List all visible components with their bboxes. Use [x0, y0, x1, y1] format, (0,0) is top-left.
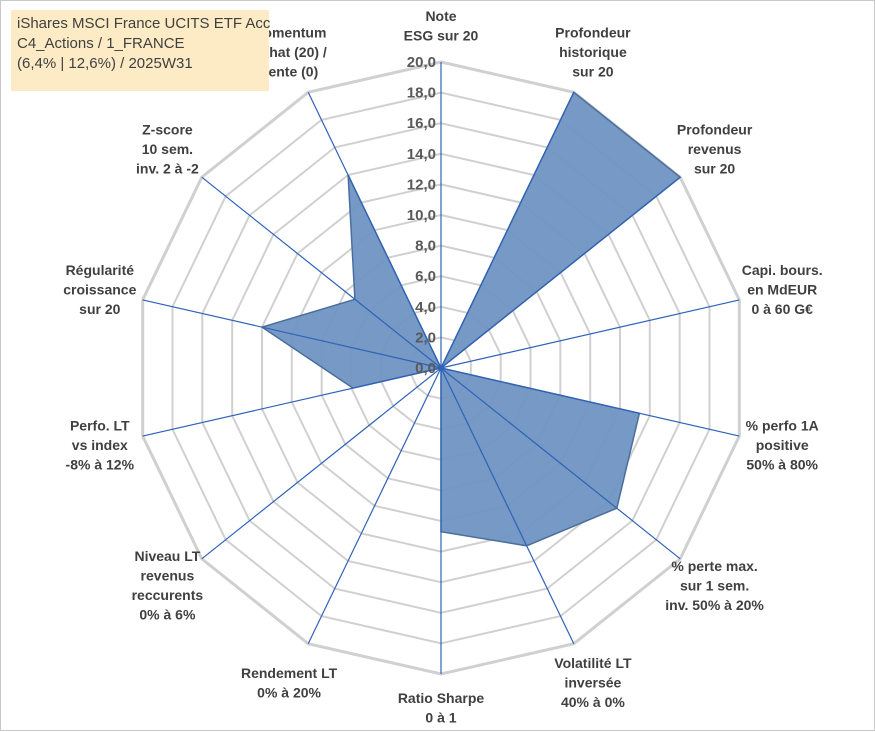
- axis-label-line: Note: [425, 8, 456, 24]
- chart-title-line-3: (6,4% | 12,6%) / 2025W31: [17, 55, 193, 72]
- axis-label-line: Ratio Sharpe: [398, 690, 485, 706]
- axis-label-4: % perfo 1A positive 50% à 80%: [746, 418, 819, 473]
- axis-spoke-2: [440, 176, 681, 369]
- axis-label-line: Vente (0): [260, 63, 318, 79]
- axis-label-12: Z-score 10 sem. inv. 2 à -2: [136, 122, 199, 177]
- axis-label-line: % perte max.: [671, 558, 757, 574]
- tick-label: 18,0: [407, 85, 436, 102]
- axis-label-line: en MdEUR: [747, 281, 817, 297]
- axis-label-line: Régularité: [66, 262, 135, 278]
- axis-spoke-1: [440, 92, 575, 369]
- axis-label-line: croissance: [63, 281, 136, 297]
- axis-label-line: ESG sur 20: [404, 28, 479, 44]
- axis-label-line: 0 à 60 G€: [751, 301, 813, 317]
- axis-label-line: -8% à 12%: [66, 457, 135, 473]
- axis-label-line: sur 1 sem.: [680, 578, 749, 594]
- axis-label-line: 10 sem.: [142, 141, 193, 157]
- axis-spoke-9: [201, 367, 442, 560]
- axis-label-line: vs index: [72, 437, 128, 453]
- axis-label-line: Profondeur: [555, 24, 631, 40]
- axis-label-line: sur 20: [694, 161, 735, 177]
- axis-label-line: % perfo 1A: [746, 418, 819, 434]
- axis-label-line: Profondeur: [677, 122, 753, 138]
- chart-title-box: iShares MSCI France UCITS ETF Acc C4_Act…: [11, 10, 271, 91]
- tick-label: 6,0: [415, 268, 436, 285]
- tick-label: 10,0: [407, 207, 436, 224]
- axis-label-line: Volatilité LT: [554, 655, 632, 671]
- axis-label-9: Niveau LT revenus reccurents 0% à 6%: [132, 548, 204, 623]
- axis-label-line: Capi. bours.: [742, 262, 823, 278]
- axis-label-8: Rendement LT 0% à 20%: [241, 665, 338, 701]
- axis-spoke-6: [440, 367, 575, 644]
- tick-label: 0,0: [415, 360, 436, 377]
- tick-labels: 0,0 2,0 4,0 6,0 8,0 10,0 12,0 14,0 16,0 18,0 20,0: [407, 54, 436, 377]
- axis-label-line: Rendement LT: [241, 665, 338, 681]
- axis-label-2: Profondeur revenus sur 20: [677, 122, 753, 177]
- axis-spoke-10: [142, 367, 442, 437]
- axis-label-line: Momentum: [252, 24, 327, 40]
- axis-label-0: Note ESG sur 20: [404, 8, 479, 44]
- tick-label: 4,0: [415, 299, 436, 316]
- axis-label-line: 0 à 1: [425, 710, 456, 726]
- axis-label-13: Momentum Achat (20) / Vente (0): [251, 24, 327, 79]
- axis-label-line: 0% à 6%: [139, 607, 196, 623]
- axis-spoke-8: [307, 367, 442, 644]
- axis-label-10: Perfo. LT vs index -8% à 12%: [66, 418, 135, 473]
- axis-labels: Note ESG sur 20 Profondeur historique sur 20…: [63, 8, 822, 726]
- axis-label-line: Achat (20) /: [251, 44, 327, 60]
- axis-label-line: Niveau LT: [134, 548, 200, 564]
- axis-label-line: sur 20: [572, 63, 613, 79]
- axis-label-1: Profondeur historique sur 20: [555, 24, 631, 79]
- tick-label: 2,0: [415, 329, 436, 346]
- axis-label-line: 0% à 20%: [257, 684, 321, 700]
- chart-title-line-2: C4_Actions / 1_FRANCE: [17, 35, 185, 52]
- axis-label-line: inv. 2 à -2: [136, 161, 199, 177]
- axis-label-line: sur 20: [79, 301, 120, 317]
- axis-spoke-13: [307, 92, 442, 369]
- axis-label-line: inversée: [564, 675, 621, 691]
- axis-label-11: Régularité croissance sur 20: [63, 262, 136, 317]
- axis-label-line: reccurents: [132, 587, 204, 603]
- tick-label: 12,0: [407, 176, 436, 193]
- chart-title-line-1: iShares MSCI France UCITS ETF Acc: [17, 15, 271, 32]
- axis-spoke-11: [142, 299, 442, 369]
- axis-label-line: Z-score: [142, 122, 193, 138]
- tick-label: 20,0: [407, 54, 436, 71]
- axis-spoke-3: [440, 299, 740, 369]
- axis-label-line: inv. 50% à 20%: [665, 597, 764, 613]
- axis-spoke-4: [440, 367, 740, 437]
- axis-label-7: Ratio Sharpe 0 à 1: [398, 690, 485, 726]
- tick-label: 8,0: [415, 238, 436, 255]
- radar-axes: [142, 62, 740, 674]
- axis-label-line: revenus: [688, 141, 742, 157]
- axis-spoke-5: [440, 367, 681, 560]
- axis-spoke-12: [201, 176, 442, 369]
- tick-label: 14,0: [407, 146, 436, 163]
- axis-label-line: 40% à 0%: [561, 694, 625, 710]
- tick-label: 16,0: [407, 115, 436, 132]
- axis-label-line: Perfo. LT: [70, 418, 130, 434]
- axis-label-6: Volatilité LT inversée 40% à 0%: [554, 655, 632, 710]
- axis-label-line: 50% à 80%: [746, 457, 818, 473]
- axis-label-3: Capi. bours. en MdEUR 0 à 60 G€: [742, 262, 823, 317]
- axis-label-line: positive: [756, 437, 809, 453]
- axis-label-line: revenus: [141, 568, 195, 584]
- axis-label-5: % perte max. sur 1 sem. inv. 50% à 20%: [665, 558, 764, 613]
- axis-label-line: historique: [559, 44, 627, 60]
